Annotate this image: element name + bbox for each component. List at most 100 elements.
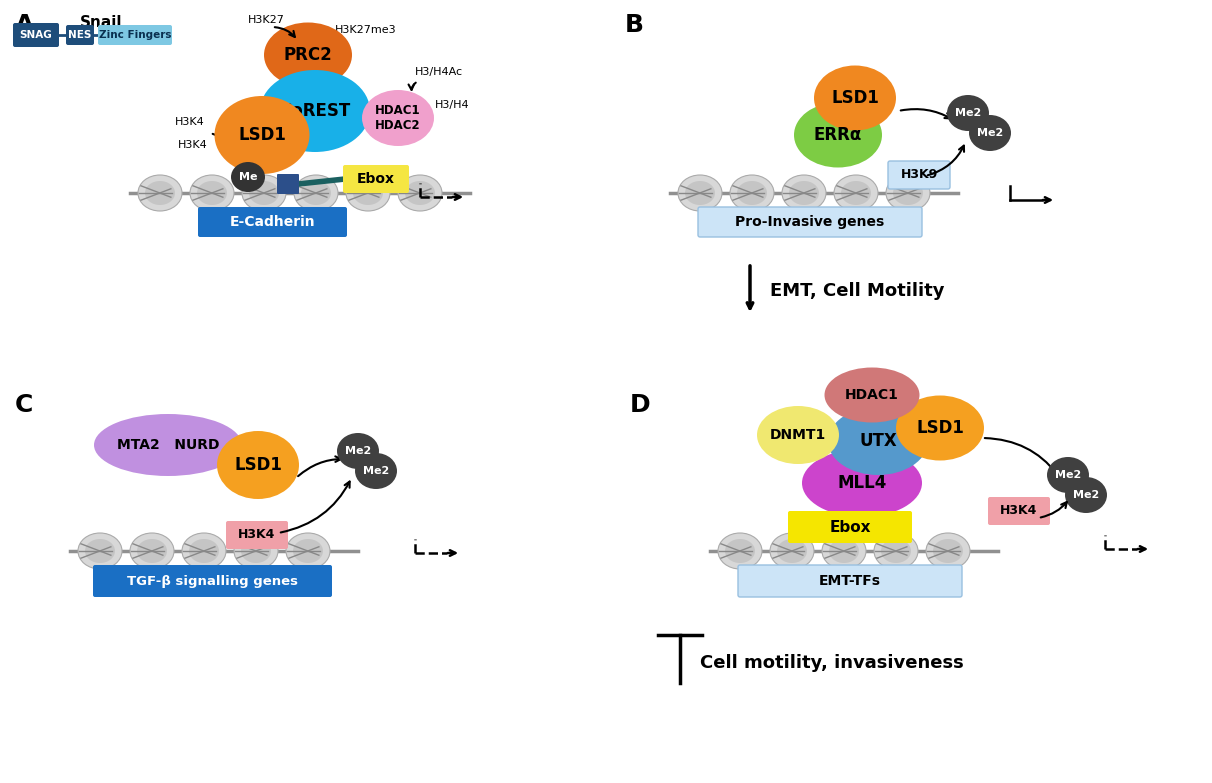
FancyBboxPatch shape — [225, 521, 288, 549]
Text: Me2: Me2 — [977, 128, 1004, 138]
Ellipse shape — [834, 175, 877, 211]
Ellipse shape — [362, 90, 434, 146]
Text: Me2: Me2 — [345, 446, 371, 456]
Ellipse shape — [353, 181, 383, 205]
Text: ERRα: ERRα — [814, 126, 862, 144]
Ellipse shape — [215, 96, 309, 174]
Ellipse shape — [85, 539, 115, 563]
Ellipse shape — [794, 103, 882, 168]
Ellipse shape — [234, 533, 278, 569]
Ellipse shape — [190, 175, 234, 211]
FancyBboxPatch shape — [988, 497, 1050, 525]
Text: EMT-TFs: EMT-TFs — [819, 574, 881, 588]
Ellipse shape — [231, 162, 265, 192]
Text: Me2: Me2 — [362, 466, 389, 476]
Text: NES: NES — [68, 30, 92, 40]
Text: Zinc Fingers: Zinc Fingers — [98, 30, 171, 40]
Ellipse shape — [789, 181, 819, 205]
Ellipse shape — [970, 115, 1011, 151]
Text: MLL4: MLL4 — [837, 474, 887, 492]
Ellipse shape — [398, 175, 442, 211]
Ellipse shape — [678, 175, 722, 211]
Text: H3/H4Ac: H3/H4Ac — [415, 67, 463, 77]
Ellipse shape — [947, 95, 989, 131]
Text: H3/H4: H3/H4 — [435, 100, 469, 110]
Ellipse shape — [264, 23, 351, 88]
Ellipse shape — [770, 533, 814, 569]
Ellipse shape — [130, 533, 175, 569]
Ellipse shape — [293, 539, 324, 563]
Text: Me2: Me2 — [955, 108, 982, 118]
Text: H3K4: H3K4 — [178, 140, 207, 150]
Text: LSD1: LSD1 — [234, 456, 282, 474]
FancyBboxPatch shape — [278, 174, 299, 194]
Ellipse shape — [217, 431, 299, 499]
FancyBboxPatch shape — [98, 25, 172, 45]
Text: C: C — [15, 393, 34, 417]
Ellipse shape — [242, 175, 286, 211]
Ellipse shape — [301, 181, 331, 205]
Ellipse shape — [933, 539, 964, 563]
Text: H3K4: H3K4 — [175, 117, 205, 127]
Ellipse shape — [145, 181, 175, 205]
Text: H3K27me3: H3K27me3 — [335, 25, 396, 35]
Ellipse shape — [198, 181, 227, 205]
Ellipse shape — [182, 533, 225, 569]
Text: H3K4: H3K4 — [239, 529, 275, 542]
Text: UTX: UTX — [859, 432, 897, 450]
Ellipse shape — [355, 453, 398, 489]
Ellipse shape — [78, 533, 122, 569]
Ellipse shape — [802, 449, 922, 517]
Ellipse shape — [248, 181, 279, 205]
FancyBboxPatch shape — [788, 511, 911, 543]
Text: B: B — [625, 13, 644, 37]
Text: D: D — [630, 393, 651, 417]
Ellipse shape — [1047, 457, 1090, 493]
Ellipse shape — [137, 539, 167, 563]
Ellipse shape — [718, 533, 762, 569]
FancyBboxPatch shape — [93, 565, 332, 597]
Text: HDAC1: HDAC1 — [845, 388, 899, 402]
Ellipse shape — [286, 533, 330, 569]
Text: A: A — [15, 13, 34, 37]
Ellipse shape — [893, 181, 924, 205]
Ellipse shape — [926, 533, 970, 569]
Text: Ebox: Ebox — [358, 172, 395, 186]
Text: TGF-β signalling genes: TGF-β signalling genes — [127, 575, 298, 587]
Text: H3K27: H3K27 — [248, 15, 285, 25]
Ellipse shape — [1065, 477, 1107, 513]
Text: H3K9: H3K9 — [901, 168, 938, 182]
FancyBboxPatch shape — [343, 165, 408, 193]
Text: LSD1: LSD1 — [831, 89, 879, 107]
Ellipse shape — [782, 175, 827, 211]
Text: Me2: Me2 — [1054, 470, 1081, 480]
FancyBboxPatch shape — [198, 207, 347, 237]
Ellipse shape — [241, 539, 271, 563]
Ellipse shape — [828, 407, 928, 475]
Text: H3K4: H3K4 — [1000, 504, 1037, 518]
Text: DNMT1: DNMT1 — [770, 428, 827, 442]
Text: EMT, Cell Motility: EMT, Cell Motility — [770, 282, 944, 300]
Ellipse shape — [874, 533, 917, 569]
Ellipse shape — [725, 539, 755, 563]
Ellipse shape — [737, 181, 767, 205]
Ellipse shape — [95, 414, 242, 476]
Ellipse shape — [896, 395, 984, 460]
Ellipse shape — [829, 539, 859, 563]
Text: CoREST: CoREST — [280, 102, 350, 120]
FancyBboxPatch shape — [65, 25, 95, 45]
Ellipse shape — [337, 433, 379, 469]
Text: LSD1: LSD1 — [916, 419, 964, 437]
Text: PRC2: PRC2 — [284, 46, 332, 64]
Text: SNAG: SNAG — [19, 30, 52, 40]
FancyBboxPatch shape — [738, 565, 962, 597]
Ellipse shape — [822, 533, 867, 569]
Text: MTA2   NURD: MTA2 NURD — [116, 438, 219, 452]
Text: Ebox: Ebox — [829, 519, 870, 535]
Text: Cell motility, invasiveness: Cell motility, invasiveness — [701, 654, 964, 672]
Ellipse shape — [814, 66, 896, 131]
Ellipse shape — [758, 406, 839, 464]
Text: Snail: Snail — [80, 15, 122, 30]
Ellipse shape — [841, 181, 871, 205]
Ellipse shape — [881, 539, 911, 563]
